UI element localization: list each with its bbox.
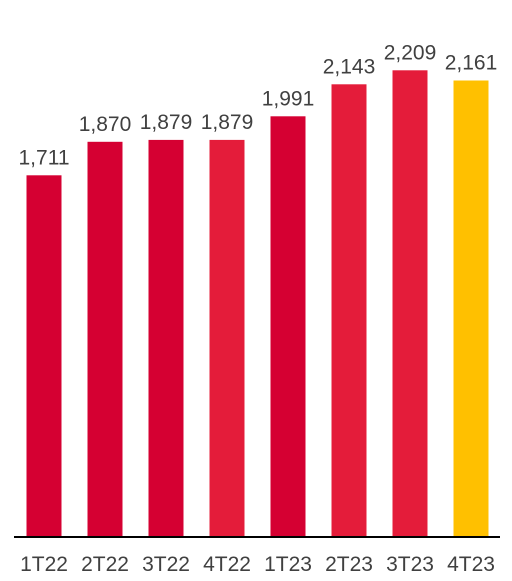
x-tick-label-2T23: 2T23 [325,553,373,576]
value-label-1T22: 1,711 [19,146,70,169]
x-tick-label-1T23: 1T23 [264,553,312,576]
value-label-2T23: 2,143 [323,55,376,78]
bar-3T23 [392,70,428,537]
bar-2T22 [87,141,123,537]
value-label-3T22: 1,879 [140,111,193,134]
x-tick-label-1T22: 1T22 [20,553,68,576]
x-tick-labels-group: 1T22 2T22 3T22 4T22 1T23 2T23 3T23 4T23 [20,553,495,576]
x-tick-label-3T22: 3T22 [142,553,190,576]
bar-4T23 [453,80,489,536]
bars-group [26,70,489,537]
bar-1T22 [26,175,62,537]
value-label-4T23: 2,161 [445,52,498,75]
x-tick-label-3T23: 3T23 [386,553,434,576]
value-label-1T23: 1,991 [262,87,315,110]
x-tick-label-2T22: 2T22 [81,553,129,576]
x-tick-label-4T22: 4T22 [203,553,251,576]
value-labels-group: 1,711 1,870 1,879 1,879 1,991 2,143 2,209 2,161 [19,41,498,169]
bar-3T22 [148,139,184,536]
value-label-3T23: 2,209 [384,41,437,64]
bar-1T23 [270,116,306,537]
x-tick-label-4T23: 4T23 [447,553,495,576]
bar-4T22 [209,139,245,536]
value-label-2T22: 1,870 [79,113,132,136]
value-label-4T22: 1,879 [201,111,254,134]
bar-2T23 [331,84,367,537]
